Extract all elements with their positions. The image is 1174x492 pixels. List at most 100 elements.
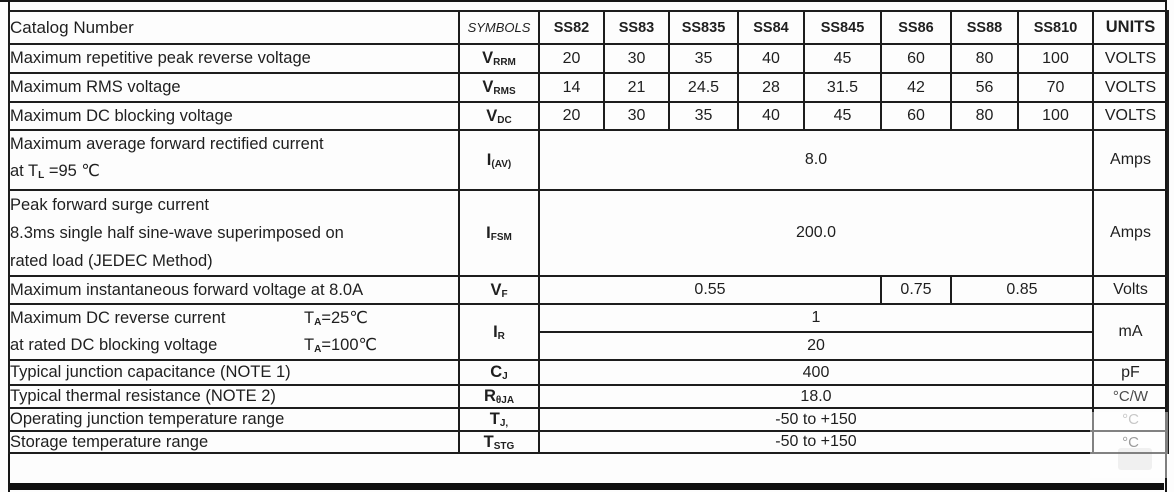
col-header-ss82: SS82: [538, 10, 605, 45]
value-vrms-ss810: 70: [1017, 72, 1094, 103]
symbol-cj: CJ: [458, 359, 540, 386]
symbol-main: I: [493, 322, 498, 341]
col-header-ss84: SS84: [737, 10, 805, 45]
value-vrms-ss82: 14: [538, 72, 605, 103]
unit-ir: mA: [1092, 303, 1169, 361]
symbol-main: T: [483, 432, 494, 451]
row-label-ifsm: Peak forward surge current 8.3ms single …: [8, 189, 460, 277]
symbol-sub: F: [501, 288, 508, 300]
symbol-main: I: [486, 223, 491, 242]
col-header-ss86: SS86: [880, 10, 952, 45]
row-ir-bottom: 20: [9, 331, 1168, 361]
label-text: Maximum average forward rectified curren…: [10, 135, 324, 153]
symbol-tstg: TSTG: [458, 430, 540, 454]
symbol-main: V: [490, 280, 502, 299]
row-rthja: Typical thermal resistance (NOTE 2) RθJA…: [8, 384, 1169, 409]
value-ir-100c: 20: [538, 331, 1094, 361]
page-top-border: [0, 0, 1167, 2]
symbol-ifsm: IFSM: [458, 189, 540, 277]
col-header-ss83: SS83: [603, 10, 670, 45]
value-vrms-ss88: 56: [950, 72, 1019, 103]
subscript-L: L: [38, 170, 45, 181]
symbol-vrms: VRMS: [458, 72, 540, 103]
value-vdc-ss82: 20: [538, 101, 605, 131]
cond-text: T: [304, 309, 315, 327]
symbol-main: V: [482, 49, 494, 67]
label-text: =95 ℃: [44, 162, 100, 180]
symbol-vrrm: VRRM: [458, 43, 540, 74]
row-vrrm: Maximum repetitive peak reverse voltage …: [8, 43, 1169, 74]
unit-vf: Volts: [1092, 275, 1169, 305]
symbol-main: T: [489, 410, 500, 428]
unit-iav: Amps: [1092, 129, 1169, 191]
unit-ifsm: Amps: [1092, 189, 1169, 277]
value-vdc-ss845: 45: [803, 101, 882, 131]
symbol-vdc: VDC: [458, 101, 540, 131]
label-line-1: Maximum average forward rectified curren…: [10, 132, 457, 158]
value-vrrm-ss86: 60: [880, 43, 952, 74]
symbol-sub: RMS: [493, 86, 516, 97]
cond-text: =25℃: [321, 309, 368, 327]
row-label-vrrm: Maximum repetitive peak reverse voltage: [8, 43, 460, 74]
label-text: Peak forward surge current: [10, 196, 210, 214]
row-label-ir: Maximum DC reverse current TA=25℃ at rate…: [8, 303, 460, 361]
row-ifsm: Peak forward surge current 8.3ms single …: [8, 189, 1169, 277]
row-label-vf: Maximum instantaneous forward voltage at…: [8, 275, 460, 305]
symbol-sub: FSM: [490, 231, 512, 243]
symbol-sub: θJA: [495, 395, 515, 406]
label-line-2: at TL =95 ℃: [10, 158, 457, 188]
symbol-sub: R: [497, 330, 505, 342]
value-vrrm-ss84: 40: [737, 43, 805, 74]
value-tstg: -50 to +150: [538, 430, 1094, 454]
condition-ta25: TA=25℃: [304, 306, 368, 336]
symbol-sub: DC: [497, 114, 512, 126]
symbol-main: V: [486, 106, 498, 125]
value-vdc-ss810: 100: [1017, 101, 1094, 131]
row-label-tj: Operating junction temperature range: [8, 407, 460, 432]
label-text: rated load (JEDEC Method): [10, 252, 213, 270]
unit-tj: °C: [1092, 407, 1169, 432]
label-line-2: 8.3ms single half sine-wave superimposed…: [11, 219, 457, 247]
unit-vrms: VOLTS: [1092, 72, 1169, 103]
value-vrrm-ss82: 20: [538, 43, 605, 74]
row-label-vdc: Maximum DC blocking voltage: [8, 101, 460, 131]
label-line-3: rated load (JEDEC Method): [10, 247, 457, 274]
label-line-1: Peak forward surge current: [10, 192, 457, 219]
symbol-main: R: [483, 387, 496, 405]
value-vf-mid: 0.75: [880, 275, 952, 305]
value-vdc-ss835: 35: [668, 101, 739, 131]
unit-vdc: VOLTS: [1092, 101, 1169, 131]
value-vf-low: 0.55: [538, 275, 882, 305]
value-vrrm-ss83: 30: [603, 43, 670, 74]
value-vrms-ss83: 21: [603, 72, 670, 103]
col-header-ss845: SS845: [803, 10, 882, 45]
value-vf-high: 0.85: [950, 275, 1094, 305]
condition-ta100: TA=100℃: [304, 332, 378, 358]
subscript-A: A: [314, 317, 322, 328]
value-iav: 8.0: [538, 129, 1094, 191]
symbol-main: I: [486, 150, 492, 169]
unit-vrrm: VOLTS: [1092, 43, 1169, 74]
label-text: Maximum DC reverse current: [10, 309, 226, 327]
units-header: UNITS: [1092, 10, 1169, 45]
col-header-ss88: SS88: [950, 10, 1019, 45]
label-text: at T: [10, 162, 39, 180]
row-tstg: Storage temperature range TSTG -50 to +1…: [8, 430, 1169, 454]
symbol-tj: TJ,: [458, 407, 540, 432]
label-text: at rated DC blocking voltage: [10, 336, 218, 354]
row-label-vrms: Maximum RMS voltage: [8, 72, 460, 103]
symbol-sub: STG: [493, 440, 515, 452]
symbol-ir: IR: [458, 303, 540, 361]
unit-cj: pF: [1092, 359, 1169, 386]
page-bottom-rule: [10, 483, 1164, 490]
symbol-vf: VF: [458, 275, 540, 305]
row-label-cj: Typical junction capacitance (NOTE 1): [8, 359, 460, 386]
row-tj: Operating junction temperature range TJ,…: [8, 407, 1169, 432]
symbol-main: C: [490, 363, 503, 381]
header-row: Catalog Number SYMBOLS SS82 SS83 SS835 S…: [8, 10, 1169, 45]
label-line-1: Maximum DC reverse current TA=25℃: [10, 306, 457, 332]
cond-text: =100℃: [321, 336, 378, 354]
symbol-main: V: [482, 78, 494, 96]
unit-tstg: °C: [1092, 430, 1169, 454]
